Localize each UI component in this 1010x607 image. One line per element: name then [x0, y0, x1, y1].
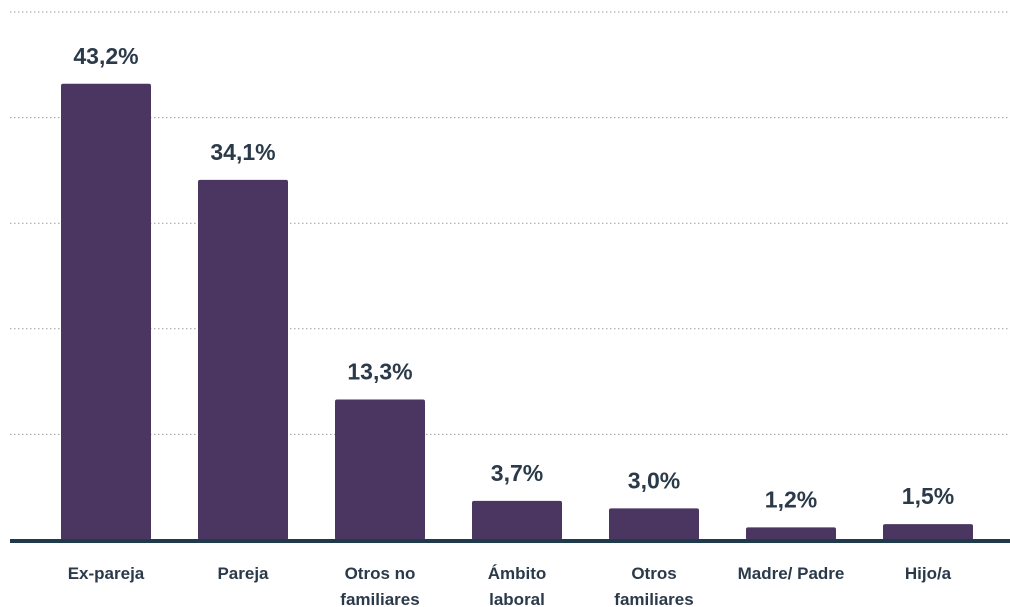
x-tick-label: Otros no familiares	[340, 564, 420, 607]
bar	[883, 524, 973, 540]
value-label: 34,1%	[210, 139, 275, 165]
x-tick-label: Otros familiares	[614, 564, 694, 607]
x-tick-label: Ámbito laboral	[487, 564, 547, 607]
bar	[746, 527, 836, 540]
value-label: 13,3%	[347, 359, 412, 385]
x-tick-label: Hijo/a	[904, 564, 952, 583]
value-label: 1,5%	[902, 483, 954, 509]
bar	[335, 399, 425, 540]
value-label: 3,7%	[491, 460, 543, 486]
x-tick-label: Madre/ Padre	[737, 564, 845, 583]
x-tick-label: Ex-pareja	[67, 564, 145, 583]
value-label: 1,2%	[765, 486, 817, 512]
bar	[61, 83, 151, 541]
bar	[198, 179, 288, 541]
bar	[472, 500, 562, 540]
x-tick-label: Pareja	[217, 564, 269, 583]
bar	[609, 508, 699, 540]
value-label: 3,0%	[628, 467, 680, 493]
value-label: 43,2%	[73, 43, 138, 69]
